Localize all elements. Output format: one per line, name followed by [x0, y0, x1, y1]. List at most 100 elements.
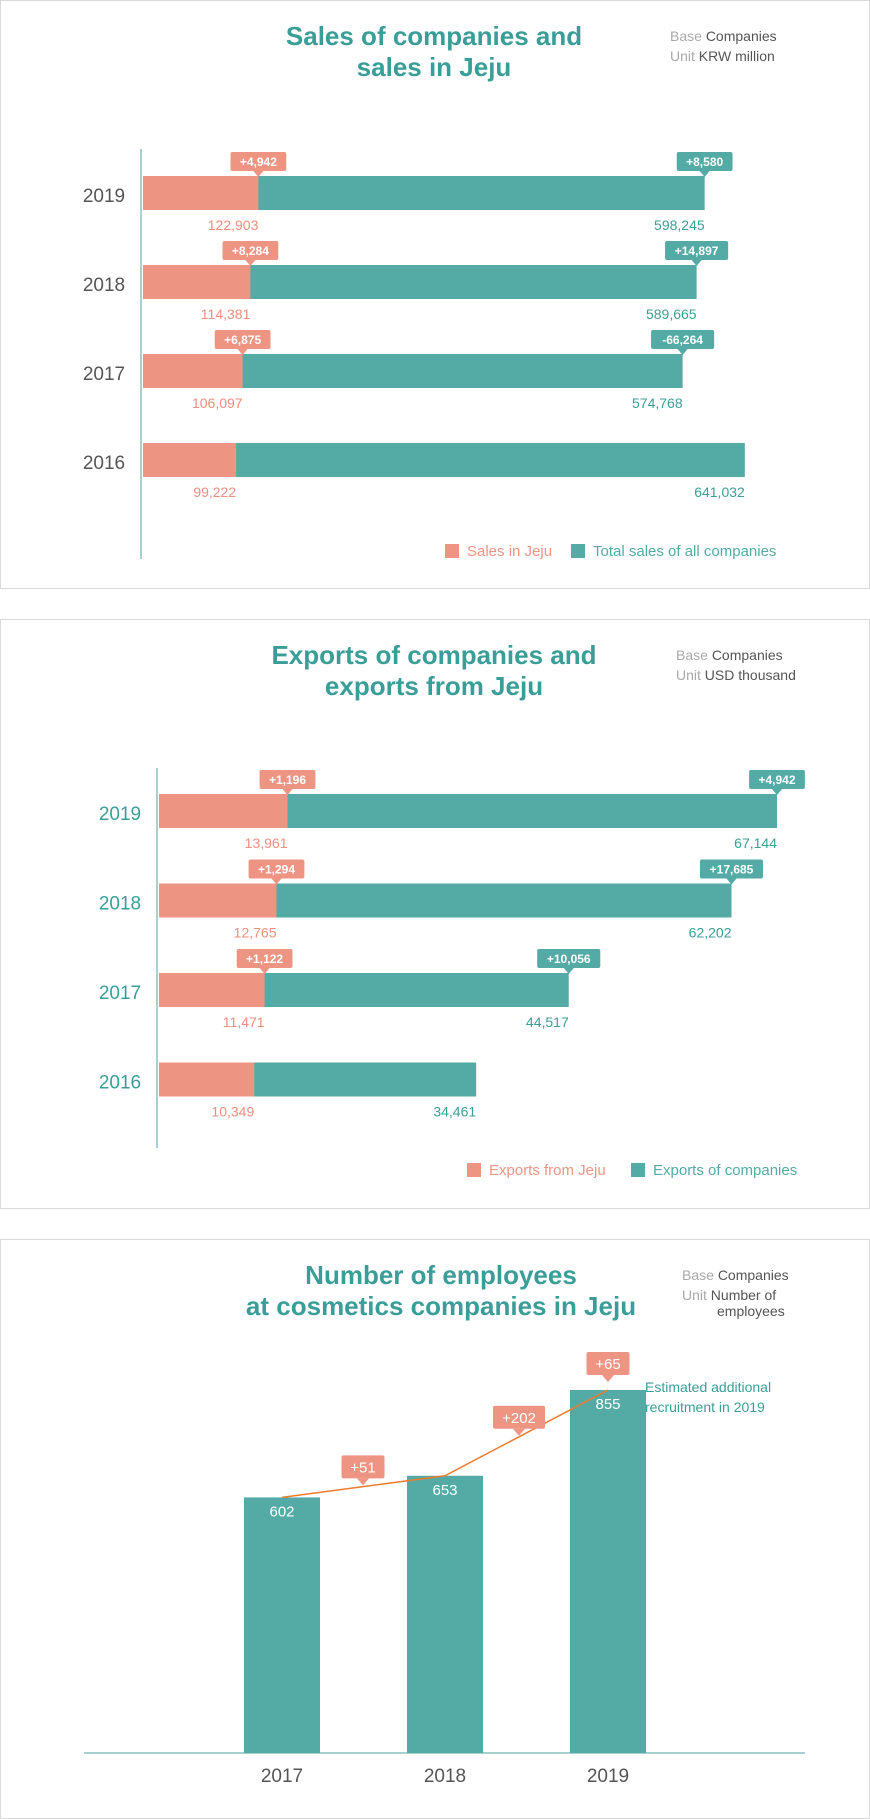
exports-chart-panel: Exports of companies and exports from Jej… [0, 619, 870, 1209]
chart2-change-jeju-2018-pointer [271, 878, 282, 885]
chart3-change-box [341, 1455, 385, 1479]
chart1-change-jeju-2018-pointer [245, 260, 256, 266]
chart3-change-2: +65 [586, 1352, 630, 1382]
chart3-change-1: +202 [493, 1405, 545, 1436]
chart1-value-total-2018: 589,665 [646, 306, 697, 322]
chart2-legend-swatch [467, 1163, 481, 1177]
chart2-year-label: 2017 [99, 983, 141, 1004]
chart1-change-total-2018-label: +14,897 [675, 244, 719, 258]
chart1-change-jeju-2017-box [214, 330, 271, 349]
chart2-title-line: exports from Jeju [325, 671, 543, 701]
chart1-legend-swatch [571, 544, 585, 558]
chart2-change-total-2017-label: +10,056 [547, 952, 591, 966]
chart3-change-pointer [513, 1428, 525, 1436]
chart2-change-jeju-2017-pointer [259, 968, 270, 974]
meta-key: Base [670, 28, 706, 44]
chart2-change-total-2017-pointer [563, 968, 574, 974]
chart2-change-jeju-2019: +1,196 [259, 770, 316, 795]
chart1-legend-label: Total sales of all companies [593, 543, 776, 560]
chart1-legend-swatch [445, 544, 459, 558]
chart3-title-line: Number of employees [305, 1260, 577, 1290]
chart2-value-total-2019: 67,144 [734, 835, 777, 851]
chart3-bar-2018 [407, 1475, 483, 1753]
chart1-change-total-2019: +8,580 [676, 152, 733, 177]
chart1-change-jeju-2017: +6,875 [214, 330, 271, 355]
chart3-meta-unit: Unit Number of [682, 1287, 776, 1303]
chart3-bar-2019 [570, 1390, 646, 1753]
chart1-bar-jeju-2018 [143, 265, 251, 299]
chart2-bar-jeju-2016 [159, 1062, 255, 1097]
chart1-year-label: 2016 [83, 453, 125, 474]
chart1-value-jeju-2016: 99,222 [193, 484, 236, 500]
chart1-meta-unit: Unit KRW million [670, 48, 775, 64]
chart1-value-jeju-2019: 122,903 [208, 217, 259, 233]
chart1-change-total-2017: -66,264 [651, 330, 715, 355]
chart1-change-jeju-2018: +8,284 [222, 241, 279, 266]
chart1-change-jeju-2019: +4,942 [230, 152, 287, 177]
meta-key: Unit [676, 667, 705, 683]
chart2-change-total-2019-label: +4,942 [758, 773, 795, 787]
chart1-value-jeju-2018: 114,381 [201, 306, 251, 322]
chart3-change-box [493, 1405, 545, 1429]
employees-chart-panel: Number of employees at cosmetics companie… [0, 1239, 870, 1819]
chart1-change-jeju-2017-label: +6,875 [224, 333, 261, 347]
chart2-change-total-2018-label: +17,685 [710, 863, 754, 877]
chart1-change-total-2018: +14,897 [665, 241, 729, 266]
chart2-meta-unit: Unit USD thousand [676, 667, 796, 683]
chart1-bar-jeju-2019 [143, 176, 259, 210]
chart3-change-pointer [602, 1375, 614, 1382]
chart3-note-line: Estimated additional [645, 1379, 771, 1395]
chart1-value-total-2019: 598,245 [654, 217, 705, 233]
chart2-value-total-2018: 62,202 [689, 925, 732, 941]
chart2-change-jeju-2018: +1,294 [248, 859, 305, 885]
chart3-meta-base: Base Companies [682, 1267, 789, 1283]
chart3-change-label: +65 [595, 1356, 620, 1373]
chart1-year-label: 2019 [83, 186, 125, 207]
chart2-change-total-2017: +10,056 [537, 949, 601, 974]
chart2-legend-label: Exports from Jeju [489, 1162, 606, 1179]
chart2-value-total-2016: 34,461 [433, 1104, 476, 1120]
meta-value: Companies [718, 1267, 789, 1283]
chart2-year-label: 2016 [99, 1073, 141, 1094]
chart2-meta-base: Base Companies [676, 647, 783, 663]
chart3-change-pointer [357, 1478, 369, 1486]
chart3-bar-2017 [244, 1497, 320, 1753]
chart2-value-jeju-2018: 12,765 [234, 925, 277, 941]
chart1-change-total-2017-label: -66,264 [662, 333, 703, 347]
chart2-change-jeju-2019-pointer [282, 789, 293, 795]
chart1-value-total-2016: 641,032 [694, 484, 745, 500]
chart1-value-jeju-2017: 106,097 [192, 395, 243, 411]
chart2-change-jeju-2019-box [259, 770, 316, 789]
chart1-change-total-2017-box [651, 330, 715, 349]
chart2-change-jeju-2018-box [248, 859, 305, 879]
chart1-change-total-2019-box [676, 152, 733, 171]
meta-value: Companies [706, 28, 777, 44]
chart1-change-total-2019-label: +8,580 [686, 155, 723, 169]
chart3-change-label: +202 [502, 1410, 536, 1427]
chart2-change-total-2019: +4,942 [749, 770, 805, 795]
meta-key: Base [682, 1267, 718, 1283]
chart2-legend-swatch [631, 1163, 645, 1177]
chart2-bar-jeju-2018 [159, 883, 277, 918]
chart2-bar-jeju-2019 [159, 794, 288, 828]
chart3-title-line: at cosmetics companies in Jeju [246, 1291, 636, 1321]
sales-chart-panel: Sales of companies and sales in Jeju Base … [0, 0, 870, 589]
meta-key: Unit [682, 1287, 711, 1303]
chart1-title-line: Sales of companies and [286, 21, 582, 51]
chart2-change-total-2017-box [537, 949, 601, 968]
chart1-bar-jeju-2017 [143, 354, 243, 388]
meta-value: Companies [712, 647, 783, 663]
chart2-change-jeju-2017-box [236, 949, 293, 968]
chart1-change-jeju-2017-pointer [237, 349, 248, 355]
chart2-change-total-2018: +17,685 [699, 859, 764, 885]
chart1-change-jeju-2018-label: +8,284 [232, 244, 269, 258]
meta-value: USD thousand [705, 667, 796, 683]
chart1-change-total-2019-pointer [699, 171, 710, 177]
chart3-change-box [586, 1352, 630, 1375]
chart2-year-label: 2018 [99, 894, 141, 915]
chart2-value-jeju-2019: 13,961 [245, 835, 288, 851]
chart1-legend-label: Sales in Jeju [467, 543, 552, 560]
chart3-year-label: 2017 [261, 1766, 303, 1787]
